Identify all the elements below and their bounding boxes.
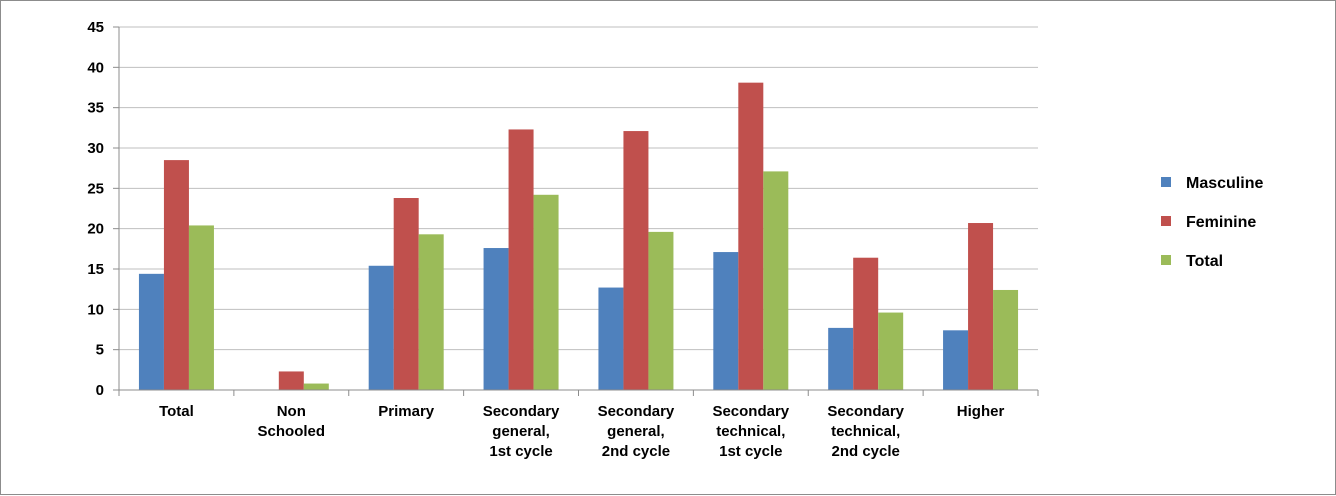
x-axis-ticks: Total Non Schooled Primary Secondary general,… bbox=[159, 403, 1004, 460]
bar-total bbox=[188, 225, 214, 390]
legend-swatch-total bbox=[1161, 255, 1171, 265]
bar-masculine bbox=[483, 248, 509, 390]
x-tick-label: Secondary technical, 1st cycle bbox=[712, 403, 789, 460]
bar-masculine bbox=[368, 265, 394, 390]
legend-label-feminine: Feminine bbox=[1186, 214, 1256, 231]
x-tick-label: Non Schooled bbox=[258, 403, 326, 440]
x-tick-label: Secondary technical, 2nd cycle bbox=[827, 403, 904, 460]
x-tick-label: Secondary general, 1st cycle bbox=[483, 403, 560, 460]
bar-masculine bbox=[713, 252, 739, 390]
bar-total bbox=[763, 171, 789, 390]
bar-feminine bbox=[853, 257, 879, 390]
bar-total bbox=[533, 194, 559, 390]
bar-masculine bbox=[828, 327, 854, 390]
y-tick-label: 15 bbox=[87, 261, 104, 278]
bar-masculine bbox=[598, 287, 624, 390]
gridlines bbox=[119, 26, 1038, 351]
bar-feminine bbox=[623, 131, 649, 390]
y-tick-label: 35 bbox=[87, 100, 104, 117]
y-tick-label: 0 bbox=[96, 382, 104, 399]
legend-label-total: Total bbox=[1186, 253, 1223, 270]
bar-feminine bbox=[163, 160, 189, 390]
y-tick-label: 10 bbox=[87, 301, 104, 318]
y-axis-ticks: 0 5 10 15 20 25 30 35 40 45 bbox=[87, 19, 104, 399]
x-tick-label: Primary bbox=[378, 403, 435, 420]
bar-feminine bbox=[508, 129, 534, 390]
bar-feminine bbox=[393, 198, 419, 390]
y-tick-label: 30 bbox=[87, 140, 104, 157]
bar-total bbox=[303, 383, 329, 390]
x-tick-label: Total bbox=[159, 403, 194, 420]
y-tick-label: 5 bbox=[96, 342, 104, 359]
bar-total bbox=[648, 231, 674, 390]
y-tick-label: 40 bbox=[87, 59, 104, 76]
bar-masculine bbox=[138, 273, 164, 390]
bar-masculine bbox=[943, 330, 969, 390]
x-tick-label: Higher bbox=[957, 403, 1005, 420]
bar-feminine bbox=[278, 371, 304, 390]
legend: Masculine Feminine Total bbox=[1161, 175, 1263, 270]
legend-swatch-masculine bbox=[1161, 177, 1171, 187]
y-tick-label: 25 bbox=[87, 180, 104, 197]
bar-total bbox=[993, 289, 1019, 390]
bar-total bbox=[418, 234, 444, 390]
axes bbox=[113, 26, 1039, 396]
legend-swatch-feminine bbox=[1161, 216, 1171, 226]
bars bbox=[138, 82, 1019, 390]
x-tick-label: Secondary general, 2nd cycle bbox=[598, 403, 675, 460]
bar-feminine bbox=[738, 82, 764, 390]
y-tick-label: 20 bbox=[87, 221, 104, 238]
legend-label-masculine: Masculine bbox=[1186, 175, 1263, 192]
bar-feminine bbox=[968, 223, 994, 390]
bar-total bbox=[878, 312, 904, 390]
y-tick-label: 45 bbox=[87, 19, 104, 36]
